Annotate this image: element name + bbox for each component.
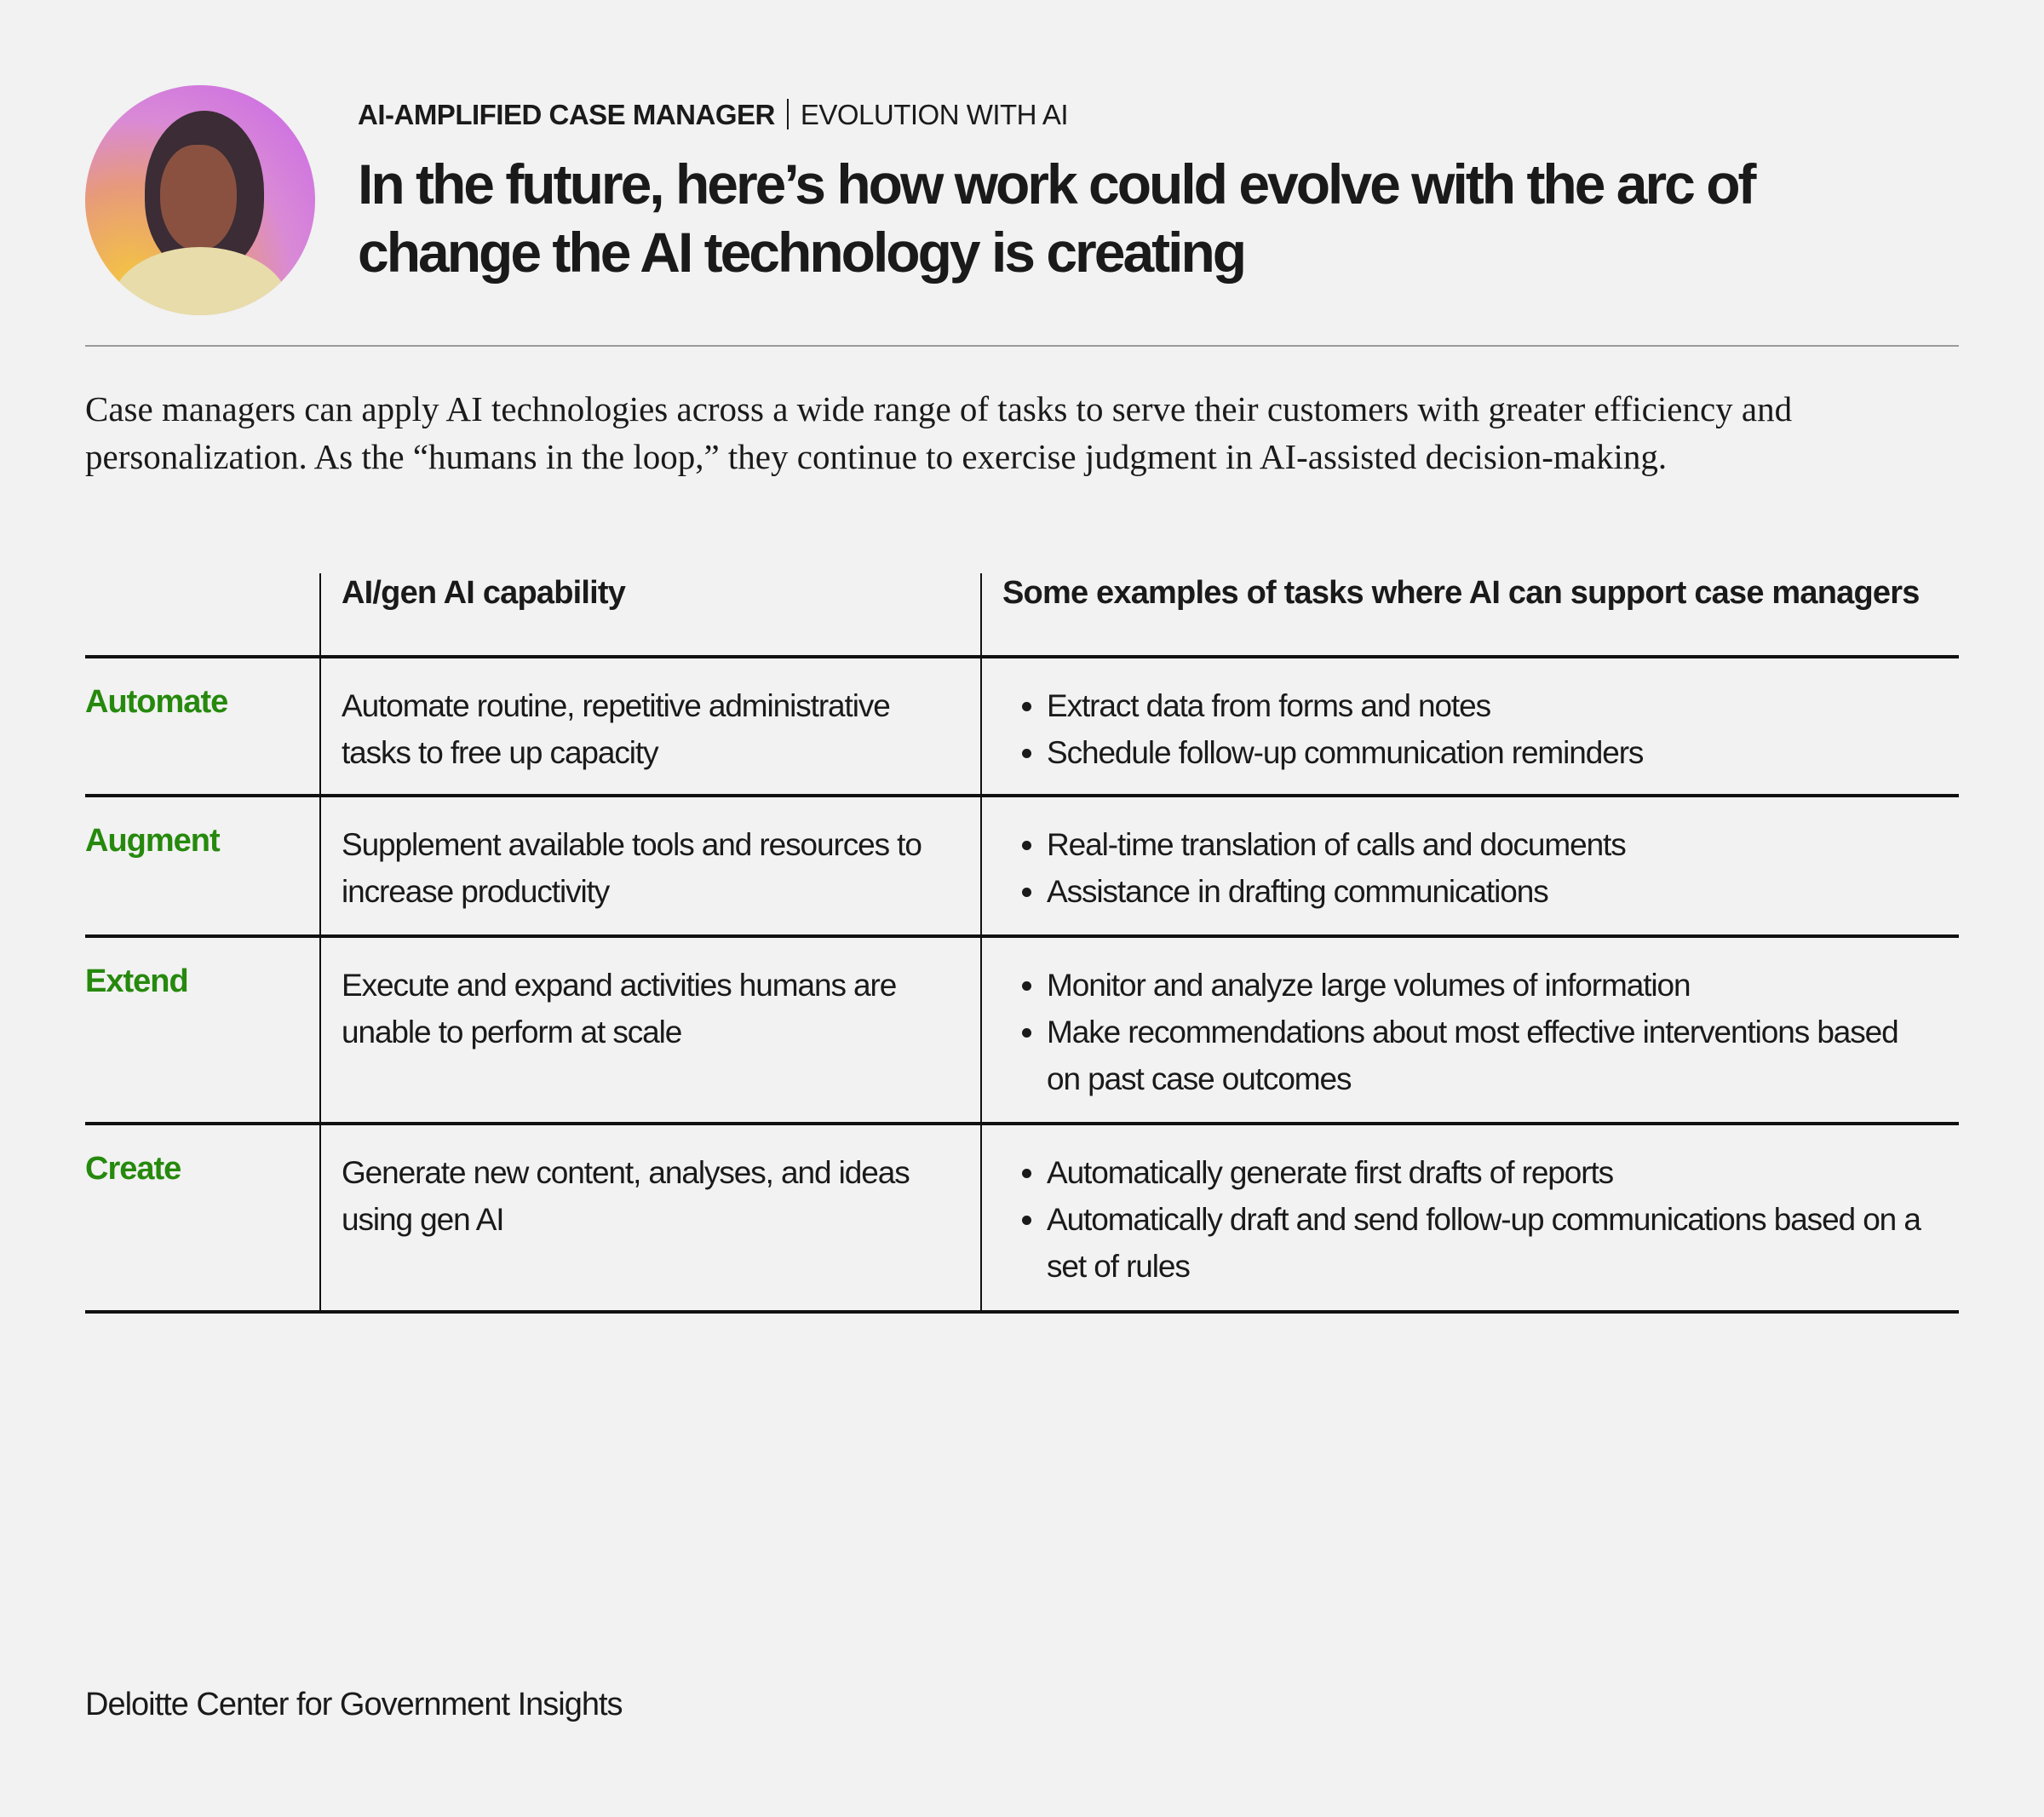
header-examples: Some examples of tasks where AI can supp… — [980, 573, 1959, 655]
table-row: Create Generate new content, analyses, a… — [85, 1125, 1959, 1314]
table-header: AI/gen AI capability Some examples of ta… — [85, 573, 1959, 658]
eyebrow-topic: EVOLUTION WITH AI — [800, 99, 1069, 130]
case-manager-portrait — [85, 85, 315, 315]
example-item: Schedule follow-up communication reminde… — [1047, 729, 1938, 776]
example-item: Real-time translation of calls and docum… — [1047, 821, 1938, 868]
divider — [85, 345, 1959, 347]
table-row: Augment Supplement available tools and r… — [85, 797, 1959, 938]
table-row: Extend Execute and expand activities hum… — [85, 938, 1959, 1125]
eyebrow: AI-AMPLIFIED CASE MANAGER EVOLUTION WITH … — [358, 99, 1069, 131]
example-item: Automatically generate first drafts of r… — [1047, 1149, 1938, 1196]
example-item: Make recommendations about most effectiv… — [1047, 1009, 1938, 1102]
row-examples: Monitor and analyze large volumes of inf… — [980, 938, 1959, 1122]
example-item: Extract data from forms and notes — [1047, 682, 1938, 729]
row-label: Automate — [85, 684, 228, 720]
row-examples: Automatically generate first drafts of r… — [980, 1125, 1959, 1310]
row-label: Augment — [85, 823, 221, 859]
intro-paragraph: Case managers can apply AI technologies … — [85, 389, 1793, 476]
header-capability: AI/gen AI capability — [319, 573, 980, 655]
example-item: Assistance in drafting communications — [1047, 868, 1938, 915]
row-capability: Generate new content, analyses, and idea… — [319, 1125, 980, 1310]
example-item: Monitor and analyze large volumes of inf… — [1047, 962, 1938, 1009]
source-footer: Deloitte Center for Government Insights — [85, 1687, 623, 1722]
row-label: Extend — [85, 963, 189, 999]
capability-table: AI/gen AI capability Some examples of ta… — [85, 573, 1959, 1314]
row-examples: Real-time translation of calls and docum… — [980, 797, 1959, 934]
eyebrow-role: AI-AMPLIFIED CASE MANAGER — [358, 99, 775, 130]
table-row: Automate Automate routine, repetitive ad… — [85, 658, 1959, 797]
row-capability: Supplement available tools and resources… — [319, 797, 980, 934]
row-examples: Extract data from forms and notesSchedul… — [980, 658, 1959, 794]
row-capability: Execute and expand activities humans are… — [319, 938, 980, 1122]
example-item: Automatically draft and send follow-up c… — [1047, 1196, 1938, 1290]
row-label: Create — [85, 1151, 181, 1187]
eyebrow-separator — [786, 99, 789, 129]
header-empty — [85, 573, 319, 655]
row-capability: Automate routine, repetitive administrat… — [319, 658, 980, 794]
page-title: In the future, here’s how work could evo… — [358, 152, 1757, 284]
